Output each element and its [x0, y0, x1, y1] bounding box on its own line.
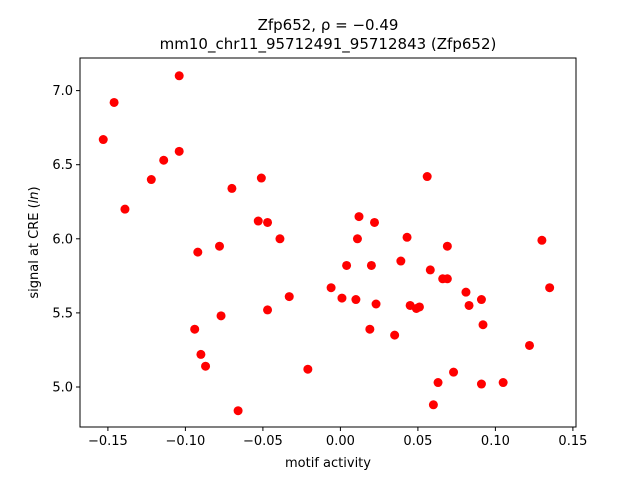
data-point — [537, 235, 547, 245]
x-tick-label: −0.15 — [88, 434, 128, 449]
data-point — [215, 241, 224, 251]
y-axis-label: signal at CRE (ln) — [27, 186, 42, 298]
data-point — [422, 172, 432, 182]
data-point — [449, 367, 459, 377]
data-point — [146, 175, 156, 185]
x-tick-label: 0.00 — [326, 434, 355, 449]
data-point — [216, 311, 226, 321]
data-point — [201, 361, 211, 371]
data-point — [425, 265, 435, 275]
data-point — [109, 97, 119, 107]
data-point — [354, 212, 364, 222]
x-tick-label: 0.15 — [558, 434, 587, 449]
chart-title: Zfp652, ρ = −0.49 mm10_chr11_95712491_95… — [160, 16, 497, 54]
data-point — [120, 204, 130, 214]
data-point — [478, 320, 488, 330]
data-point — [326, 283, 336, 293]
data-point — [342, 260, 352, 270]
data-point — [227, 183, 237, 193]
data-point — [464, 300, 474, 310]
data-point — [233, 406, 243, 416]
data-point — [193, 247, 203, 257]
data-point — [402, 232, 412, 242]
data-point — [433, 378, 443, 388]
chart-title-line-1: Zfp652, ρ = −0.49 — [258, 16, 399, 34]
data-point — [159, 155, 169, 165]
data-point — [414, 302, 424, 312]
x-tick-label: −0.10 — [165, 434, 205, 449]
data-point — [390, 330, 400, 340]
data-point — [442, 241, 452, 251]
data-points — [98, 71, 555, 416]
y-tick-label: 7.0 — [52, 84, 73, 99]
y-tick-label: 6.0 — [52, 232, 73, 247]
data-point — [337, 293, 347, 303]
data-point — [263, 217, 273, 227]
y-axis-ticks: 5.0 5.5 6.0 6.5 7.0 — [52, 84, 80, 395]
data-point — [545, 283, 555, 293]
data-point — [476, 379, 486, 389]
data-point — [263, 305, 273, 315]
data-point — [275, 234, 285, 244]
data-point — [428, 400, 438, 410]
data-point — [370, 217, 379, 227]
x-tick-label: 0.10 — [481, 434, 510, 449]
y-tick-label: 6.5 — [52, 158, 73, 173]
x-tick-label: −0.05 — [243, 434, 283, 449]
data-point — [498, 378, 508, 388]
x-tick-label: 0.05 — [403, 434, 432, 449]
data-point — [365, 324, 375, 334]
data-point — [442, 274, 452, 284]
data-point — [174, 71, 184, 81]
x-axis-label: motif activity — [285, 456, 371, 471]
data-point — [98, 135, 108, 145]
data-point — [174, 146, 184, 156]
data-point — [476, 295, 486, 305]
data-point — [303, 364, 313, 374]
data-point — [461, 287, 471, 297]
x-axis-ticks: −0.15 −0.10 −0.05 0.00 0.05 0.10 0.15 — [88, 427, 587, 449]
data-point — [284, 292, 294, 302]
chart-title-line-2: mm10_chr11_95712491_95712843 (Zfp652) — [160, 35, 497, 54]
data-point — [371, 299, 381, 309]
data-point — [256, 173, 266, 183]
data-point — [366, 260, 376, 270]
y-tick-label: 5.5 — [52, 306, 73, 321]
plot-area-frame — [79, 57, 577, 428]
data-point — [525, 340, 534, 350]
data-point — [396, 256, 406, 266]
y-tick-label: 5.0 — [52, 380, 73, 395]
data-point — [196, 349, 206, 359]
data-point — [253, 216, 263, 226]
data-point — [190, 324, 200, 334]
data-point — [352, 234, 362, 244]
data-point — [351, 295, 361, 305]
